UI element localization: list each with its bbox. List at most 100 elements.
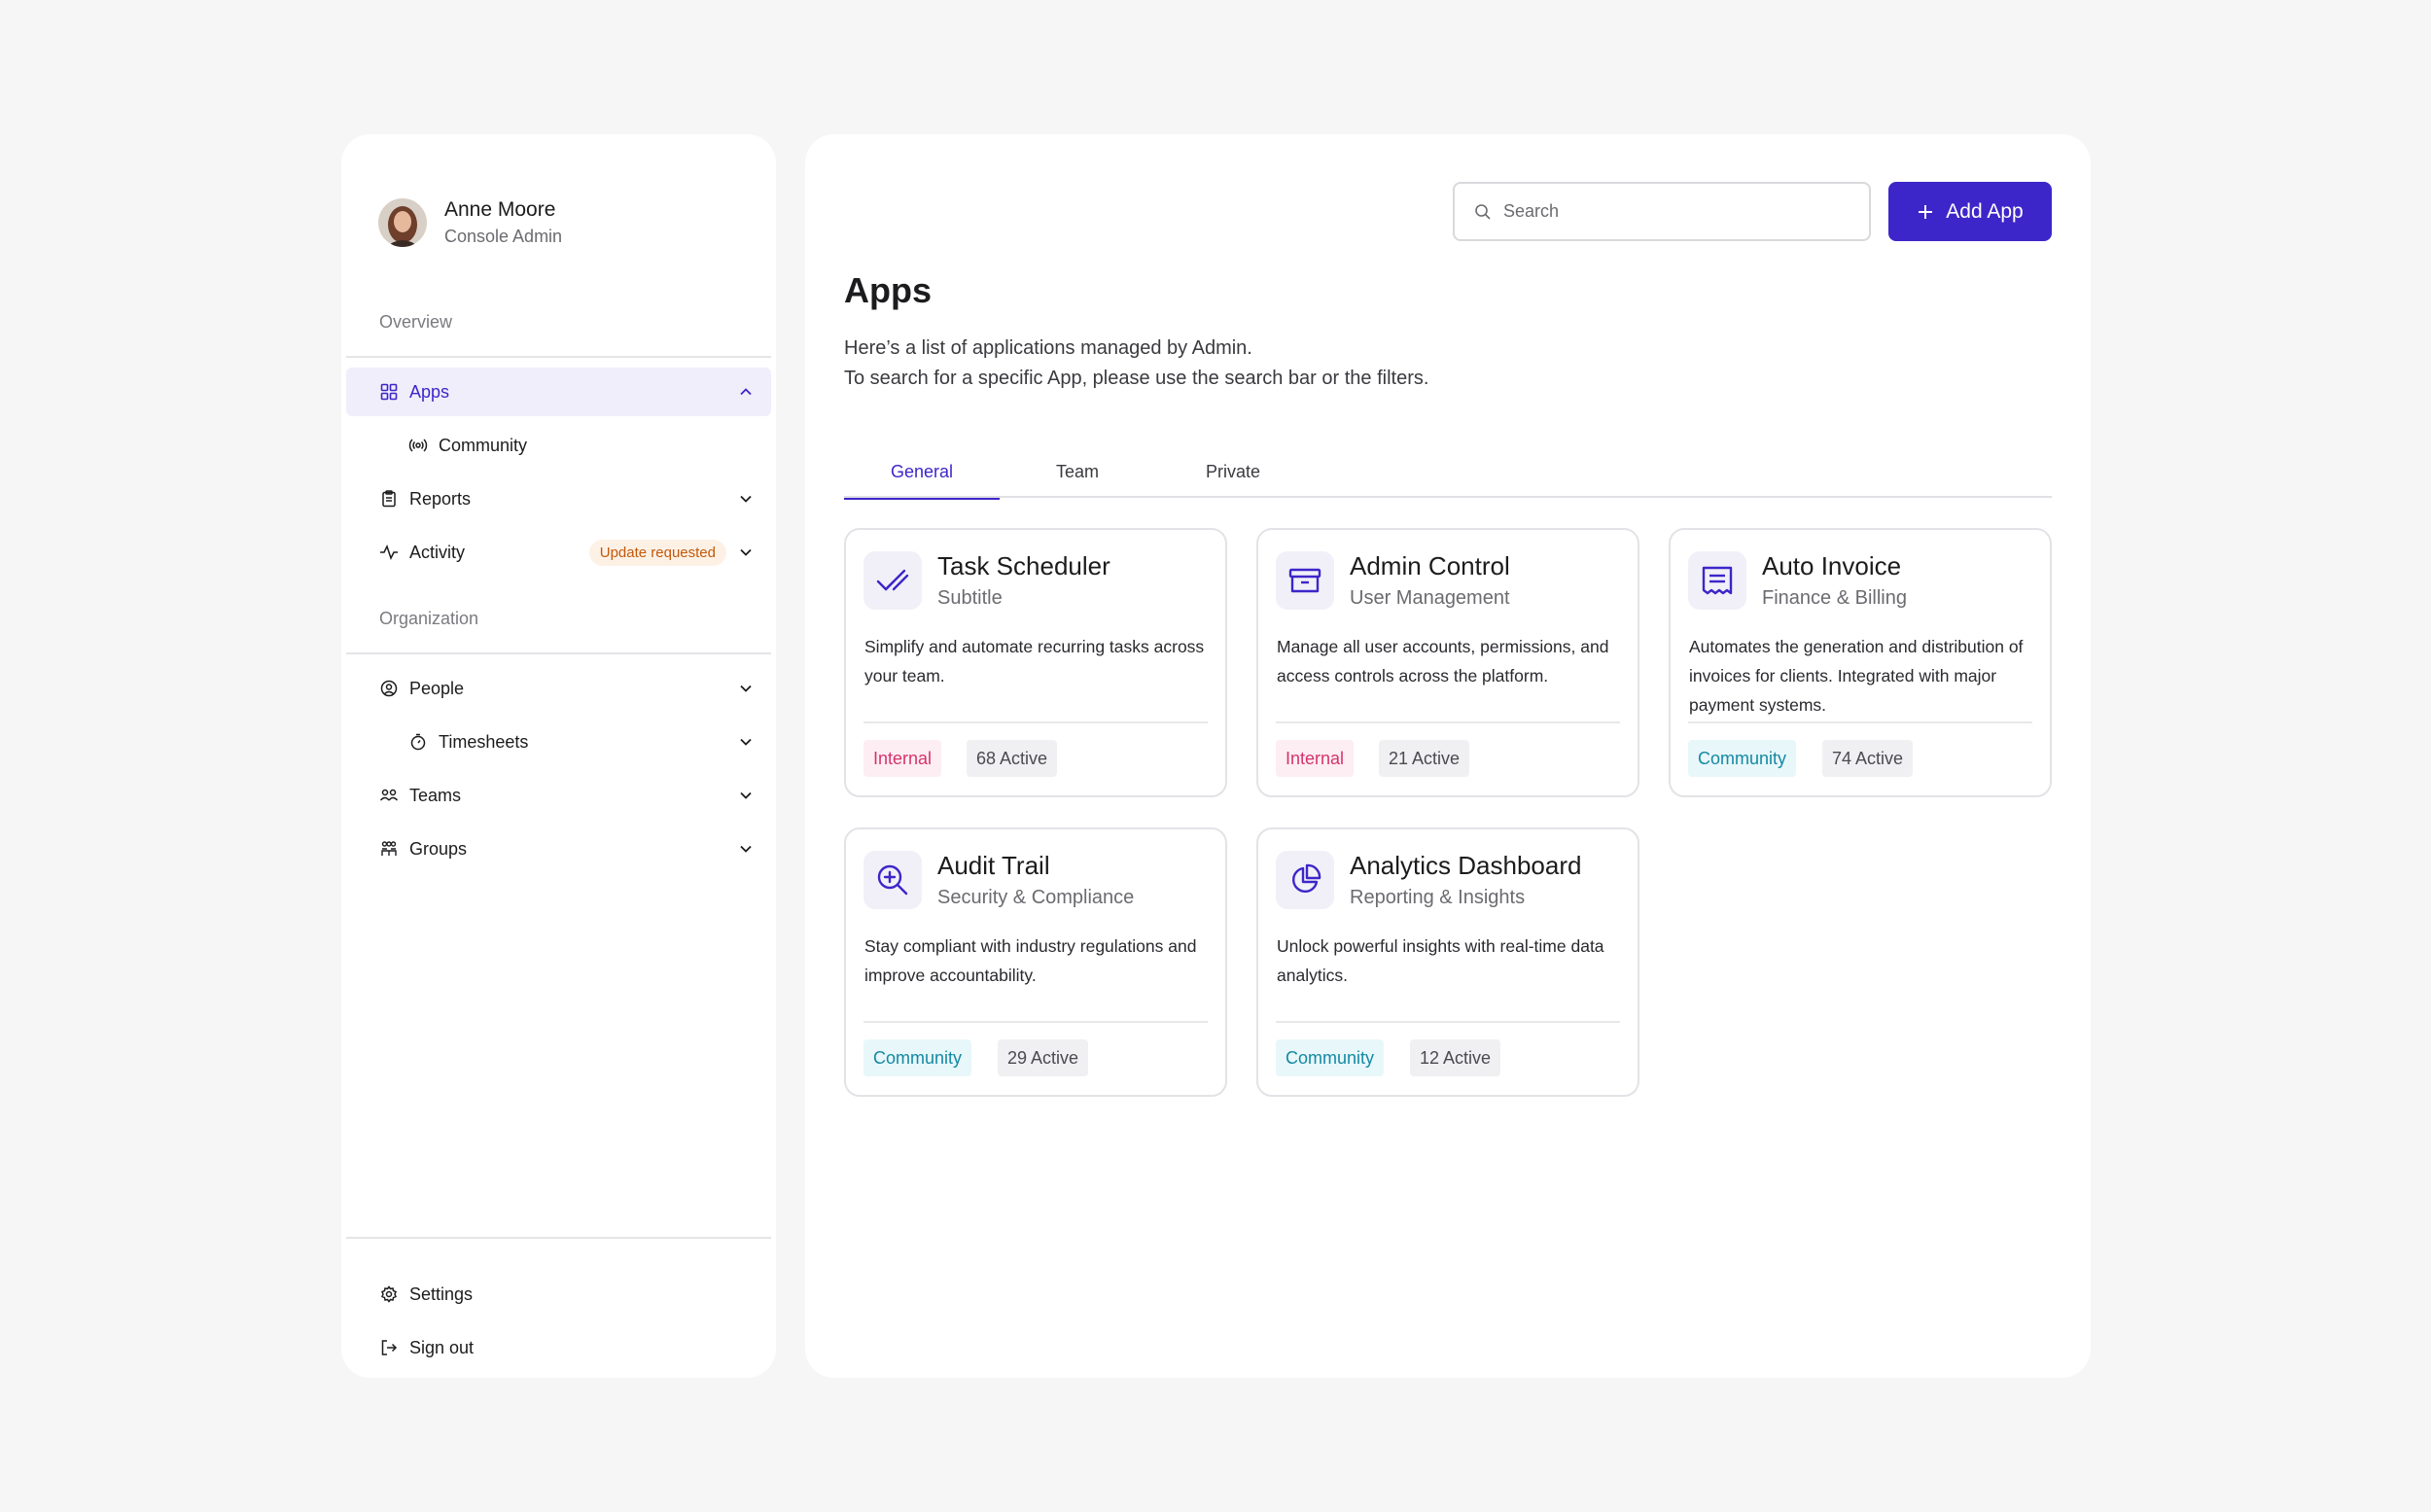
card-subtitle: Security & Compliance — [937, 887, 1135, 908]
sidebar-item-label: Teams — [409, 785, 462, 805]
app-card-auto-invoice[interactable]: Auto Invoice Finance & Billing Automates… — [1669, 528, 2052, 797]
sidebar-item-community[interactable]: Community — [346, 421, 771, 470]
card-subtitle: Reporting & Insights — [1350, 887, 1526, 908]
group-icon — [379, 839, 399, 859]
sidebar-item-label: Timesheets — [439, 731, 529, 752]
tab-general[interactable]: General — [844, 445, 1000, 500]
grid-icon — [379, 382, 399, 402]
status-badge: Update requested — [588, 540, 726, 566]
active-count-badge: 12 Active — [1410, 1039, 1501, 1076]
chevron-down-icon — [736, 543, 756, 562]
sidebar-item-groups[interactable]: Groups — [346, 825, 771, 873]
archive-icon — [1276, 551, 1334, 610]
user-profile[interactable]: Anne Moore Console Admin — [378, 196, 562, 249]
divider — [1276, 721, 1620, 723]
sidebar-item-teams[interactable]: Teams — [346, 771, 771, 820]
section-organization: Organization — [379, 609, 479, 628]
clipboard-icon — [379, 489, 399, 509]
chevron-down-icon — [736, 489, 756, 509]
card-description: Automates the generation and distributio… — [1689, 637, 2024, 715]
divider — [863, 1021, 1208, 1023]
app-card-audit-trail[interactable]: Audit Trail Security & Compliance Stay c… — [844, 827, 1227, 1097]
active-count-badge: 29 Active — [998, 1039, 1089, 1076]
stopwatch-icon — [408, 732, 428, 752]
sidebar: Anne Moore Console Admin Overview Apps C… — [341, 134, 776, 1378]
tab-team[interactable]: Team — [1055, 461, 1099, 481]
divider — [1276, 1021, 1620, 1023]
chevron-down-icon — [736, 732, 756, 752]
chevron-down-icon — [736, 839, 756, 859]
receipt-icon — [1688, 551, 1746, 610]
broadcast-icon — [408, 436, 428, 455]
search-input[interactable] — [1503, 201, 1853, 222]
user-role: Console Admin — [444, 227, 563, 246]
card-description: Manage all user accounts, permissions, a… — [1277, 637, 1609, 686]
divider — [346, 356, 771, 358]
search-icon — [1474, 203, 1492, 221]
sidebar-item-people[interactable]: People — [346, 664, 771, 713]
page-title: Apps — [844, 270, 932, 310]
chevron-down-icon — [736, 786, 756, 805]
active-count-badge: 68 Active — [967, 740, 1058, 777]
chevron-up-icon — [736, 382, 756, 402]
category-tag: Community — [863, 1039, 972, 1076]
sidebar-item-label: Apps — [409, 381, 450, 402]
sidebar-item-activity[interactable]: Activity Update requested — [346, 528, 771, 577]
page-description-line: To search for a specific App, please use… — [844, 368, 1429, 389]
app-card-task-scheduler[interactable]: Task Scheduler Subtitle Simplify and aut… — [844, 528, 1227, 797]
app-card-analytics-dashboard[interactable]: Analytics Dashboard Reporting & Insights… — [1256, 827, 1639, 1097]
gear-icon — [379, 1284, 399, 1304]
card-subtitle: Finance & Billing — [1762, 587, 1907, 609]
sidebar-item-label: Community — [439, 435, 528, 455]
card-subtitle: User Management — [1350, 587, 1510, 609]
card-subtitle: Subtitle — [937, 587, 1003, 609]
add-app-label: Add App — [1946, 199, 2024, 223]
active-count-badge: 74 Active — [1822, 740, 1914, 777]
chevron-down-icon — [736, 679, 756, 698]
card-description: Unlock powerful insights with real-time … — [1277, 936, 1604, 985]
category-tag: Community — [1688, 740, 1797, 777]
tab-private[interactable]: Private — [1205, 461, 1261, 481]
activity-icon — [379, 543, 399, 562]
sidebar-item-label: People — [409, 678, 465, 698]
main-content: Add App Apps Here’s a list of applicatio… — [805, 134, 2091, 1378]
search-box[interactable] — [1453, 182, 1871, 241]
card-title: Auto Invoice — [1762, 551, 1902, 580]
category-tag: Internal — [1276, 740, 1355, 777]
card-title: Task Scheduler — [937, 551, 1110, 580]
card-title: Audit Trail — [937, 851, 1050, 880]
page-description-line: Here’s a list of applications managed by… — [844, 337, 1252, 359]
user-name: Anne Moore — [444, 198, 556, 221]
section-overview: Overview — [379, 312, 453, 332]
zoom-in-icon — [863, 851, 922, 909]
divider — [863, 721, 1208, 723]
avatar — [378, 198, 427, 247]
card-title: Analytics Dashboard — [1350, 851, 1582, 880]
page-description: Here’s a list of applications managed by… — [844, 334, 1428, 394]
card-description: Simplify and automate recurring tasks ac… — [864, 637, 1205, 686]
sidebar-item-label: Groups — [409, 838, 468, 859]
sidebar-item-reports[interactable]: Reports — [346, 475, 771, 523]
users-icon — [379, 786, 399, 805]
sidebar-item-apps[interactable]: Apps — [346, 368, 771, 416]
plus-icon — [1917, 203, 1934, 221]
active-count-badge: 21 Active — [1379, 740, 1470, 777]
user-circle-icon — [379, 679, 399, 698]
divider — [346, 652, 771, 654]
divider — [346, 1237, 771, 1239]
sidebar-item-settings[interactable]: Settings — [346, 1270, 771, 1319]
tab-bar: General Team Private — [844, 445, 2052, 500]
sidebar-item-signout[interactable]: Sign out — [346, 1323, 771, 1372]
sidebar-item-label: Sign out — [409, 1337, 475, 1357]
app-card-admin-control[interactable]: Admin Control User Management Manage all… — [1256, 528, 1639, 797]
card-description: Stay compliant with industry regulations… — [864, 936, 1197, 985]
sign-out-icon — [379, 1338, 399, 1357]
sidebar-item-label: Settings — [409, 1283, 474, 1304]
pie-chart-icon — [1276, 851, 1334, 909]
sidebar-item-timesheets[interactable]: Timesheets — [346, 718, 771, 766]
category-tag: Community — [1276, 1039, 1385, 1076]
add-app-button[interactable]: Add App — [1888, 182, 2052, 241]
card-title: Admin Control — [1350, 551, 1510, 580]
check-icon — [863, 551, 922, 610]
category-tag: Internal — [863, 740, 942, 777]
